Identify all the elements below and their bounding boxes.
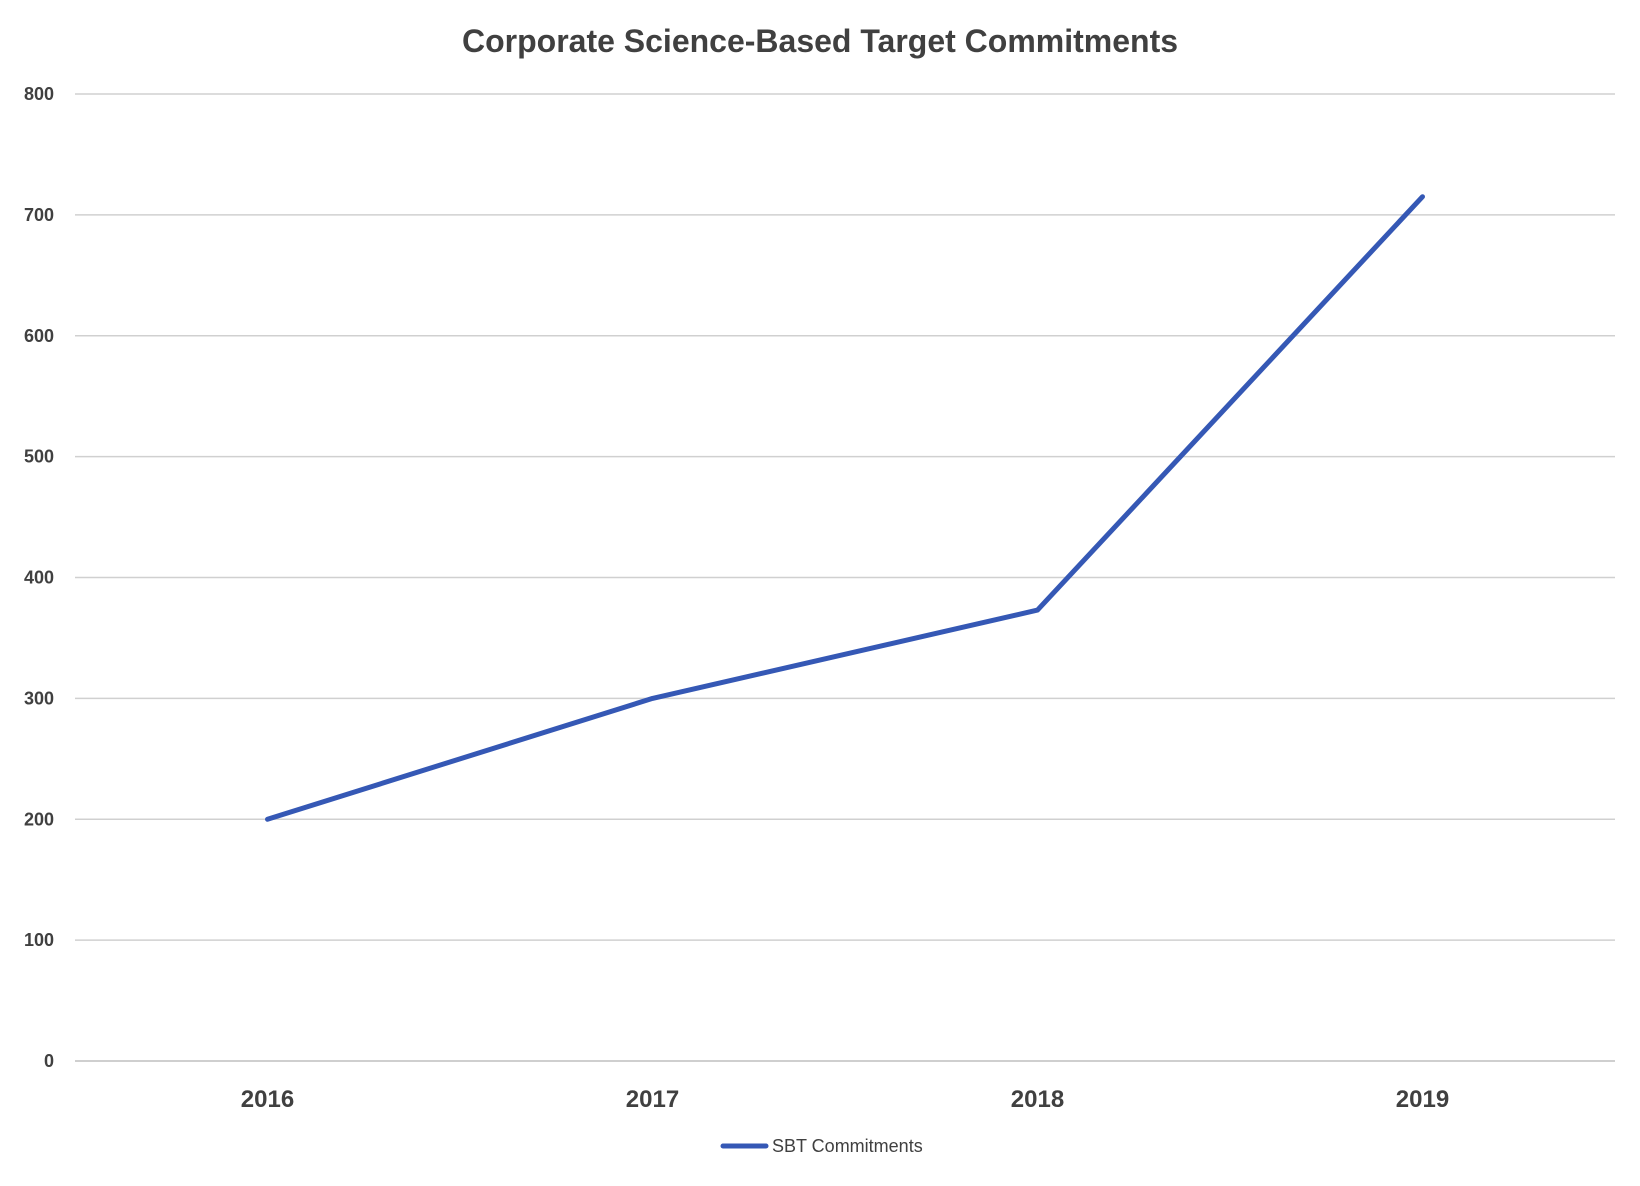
legend: SBT Commitments [720,1136,923,1156]
y-axis-ticks: 0 100 200 300 400 500 600 700 800 [24,84,54,1071]
x-tick-label: 2016 [241,1086,294,1113]
legend-label-sbt-commitments: SBT Commitments [772,1136,923,1156]
y-tick-label: 400 [24,568,54,588]
y-tick-label: 800 [24,84,54,104]
y-tick-label: 0 [44,1051,54,1071]
y-tick-label: 700 [24,205,54,225]
chart-title: Corporate Science-Based Target Commitmen… [462,23,1178,59]
x-tick-label: 2017 [626,1086,679,1113]
x-tick-label: 2018 [1011,1086,1064,1113]
y-tick-label: 500 [24,447,54,467]
gridlines [75,93,1615,1062]
x-axis-ticks: 2016 2017 2018 2019 [241,1086,1449,1113]
y-tick-label: 200 [24,809,54,829]
x-tick-label: 2019 [1396,1086,1449,1113]
y-tick-label: 100 [24,930,54,950]
series-line-0 [265,194,1425,822]
y-tick-label: 300 [24,688,54,708]
series-lines [265,194,1425,822]
y-tick-label: 600 [24,326,54,346]
